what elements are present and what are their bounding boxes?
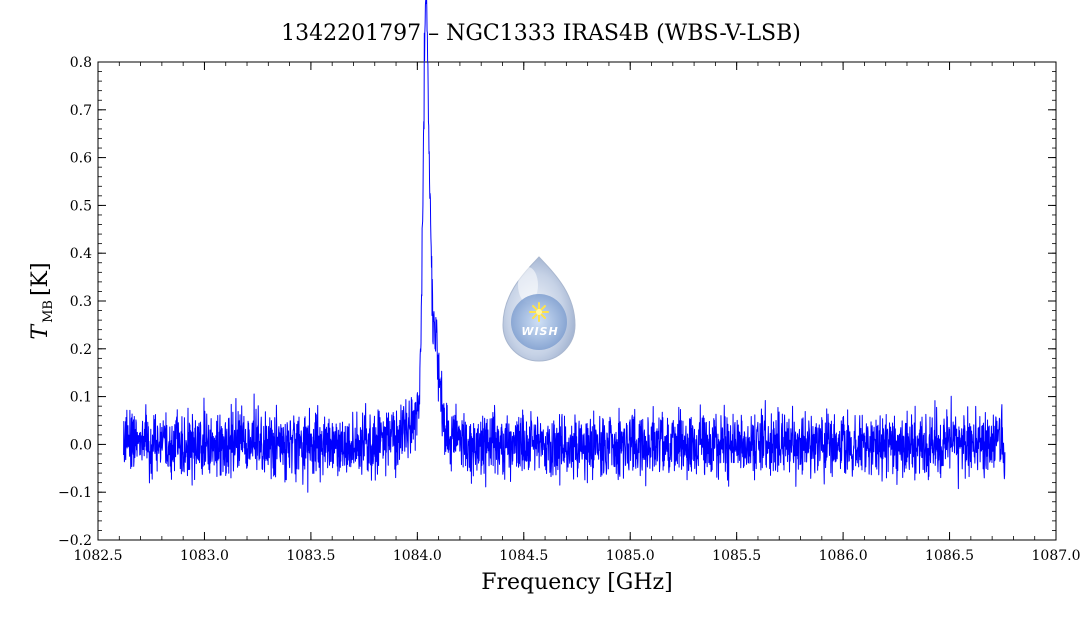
x-tick-label: 1083.5 [286, 548, 335, 564]
y-tick-label: −0.1 [58, 485, 92, 501]
x-tick-label: 1083.0 [180, 548, 229, 564]
x-tick-label: 1084.0 [393, 548, 442, 564]
x-tick-label: 1084.5 [499, 548, 548, 564]
y-tick-label: 0.3 [70, 294, 92, 310]
y-tick-label: 0.7 [70, 103, 92, 119]
y-tick-label: 0.0 [70, 437, 92, 453]
y-axis-label-sub: MB [41, 300, 56, 323]
x-tick-label: 1082.5 [74, 548, 123, 564]
spectrum-series-line [123, 0, 1006, 493]
star-core [536, 309, 542, 315]
y-axis-label-main: T [28, 323, 53, 340]
y-tick-label: 0.5 [70, 198, 92, 214]
y-tick-label: 0.8 [70, 55, 92, 71]
y-tick-label: 0.4 [70, 246, 92, 262]
x-tick-label: 1085.0 [606, 548, 655, 564]
plot-area [97, 0, 1057, 541]
y-axis-label: TMB [K] [28, 262, 56, 339]
x-tick-label: 1085.5 [712, 548, 761, 564]
drop-highlight [518, 267, 538, 303]
wish-logo: WISH [502, 256, 576, 362]
logo-text: WISH [521, 325, 558, 338]
y-tick-label: 0.2 [70, 342, 92, 358]
x-axis-label: Frequency [GHz] [481, 570, 673, 595]
y-tick-label: −0.2 [58, 533, 92, 549]
y-axis-label-unit: [K] [28, 262, 53, 296]
x-tick-label: 1086.5 [925, 548, 974, 564]
y-tick-label: 0.6 [70, 151, 92, 167]
y-tick-label: 0.1 [70, 390, 92, 406]
chart-title: 1342201797 – NGC1333 IRAS4B (WBS-V-LSB) [281, 21, 801, 46]
x-tick-label: 1087.0 [1032, 548, 1080, 564]
x-tick-label: 1086.0 [819, 548, 868, 564]
